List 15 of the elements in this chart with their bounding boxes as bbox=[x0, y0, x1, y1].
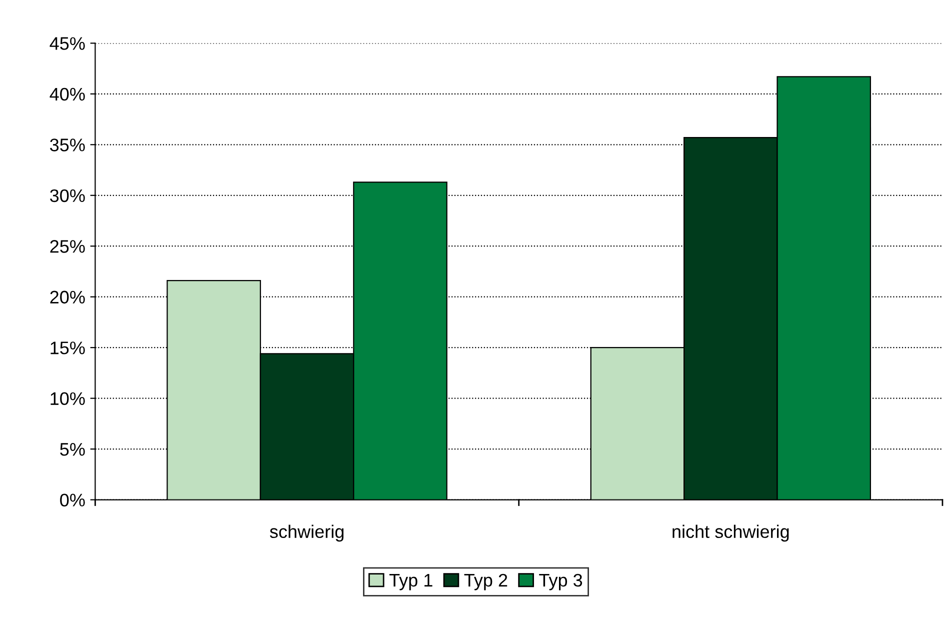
legend-label: Typ 1 bbox=[389, 574, 432, 590]
y-tick-label: 0% bbox=[60, 494, 85, 506]
y-tick-label: 40% bbox=[50, 88, 85, 101]
x-tick-label: nicht schwierig bbox=[672, 524, 789, 542]
y-tick-label: 5% bbox=[60, 443, 85, 456]
y-tick-label: 45% bbox=[50, 37, 85, 50]
y-tick-label: 20% bbox=[50, 290, 85, 304]
y-tick-label: 35% bbox=[50, 138, 85, 152]
y-tick-label: 25% bbox=[50, 240, 85, 253]
y-tick-label: 10% bbox=[50, 392, 85, 406]
y-tick-label: 30% bbox=[50, 189, 85, 202]
x-tick-label: schwierig bbox=[270, 524, 344, 542]
legend-label: Typ 3 bbox=[539, 574, 582, 590]
y-tick-label: 15% bbox=[50, 342, 85, 354]
legend-label: Typ 2 bbox=[464, 574, 508, 590]
